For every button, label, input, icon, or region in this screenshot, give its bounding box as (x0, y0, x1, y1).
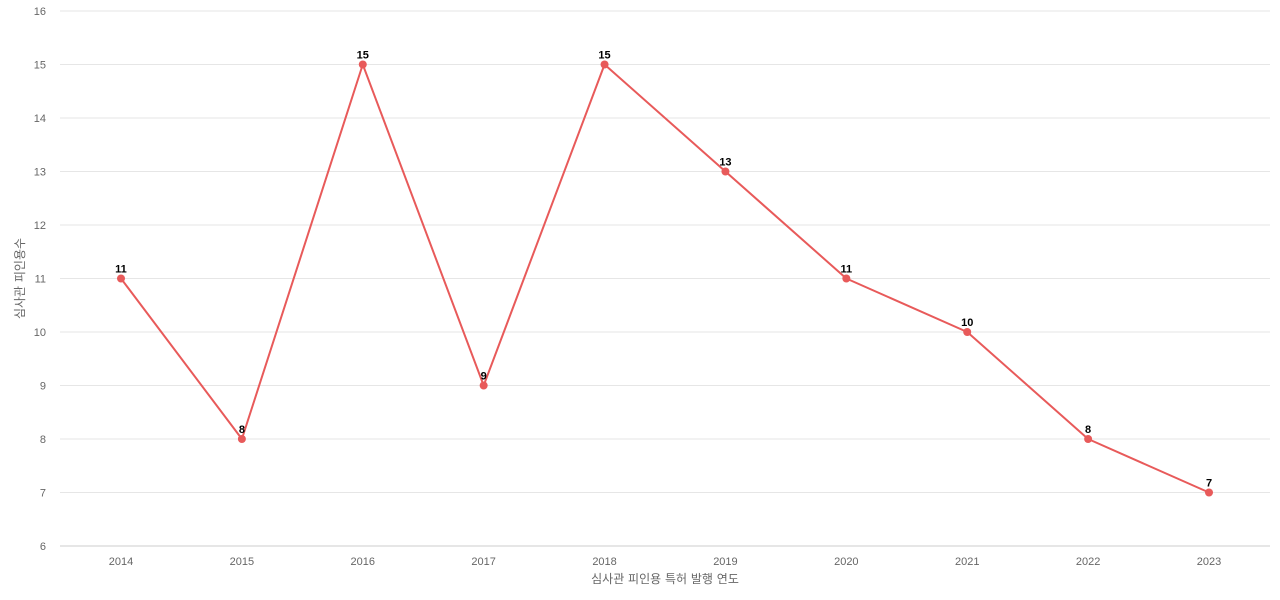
x-tick-label: 2021 (955, 556, 979, 568)
data-label-2017: 9 (481, 371, 487, 383)
y-tick-label: 8 (40, 434, 46, 446)
x-tick-label: 2022 (1076, 556, 1100, 568)
y-axis-ticks: 6 7 8 9 10 11 12 13 14 15 16 (34, 6, 46, 553)
x-tick-label: 2016 (351, 556, 375, 568)
y-tick-label: 11 (35, 274, 46, 286)
y-tick-label: 15 (34, 60, 46, 72)
y-tick-label: 12 (34, 220, 46, 232)
x-tick-label: 2017 (471, 556, 495, 568)
data-point-2016[interactable] (358, 60, 367, 69)
y-tick-label: 13 (34, 167, 46, 179)
data-label-2018: 15 (598, 50, 610, 62)
data-point-2020[interactable] (842, 274, 851, 283)
data-label-2014: 11 (115, 264, 127, 276)
x-axis-title: 심사관 피인용 특허 발행 연도 (591, 571, 739, 586)
data-labels: 11 8 15 9 15 13 11 10 8 7 (115, 50, 1212, 490)
data-point-2019[interactable] (721, 167, 730, 176)
x-tick-label: 2019 (713, 556, 737, 568)
x-tick-label: 2015 (230, 556, 254, 568)
y-tick-label: 10 (34, 327, 46, 339)
series-group (117, 60, 1213, 497)
data-point-2017[interactable] (479, 381, 488, 390)
data-label-2021: 10 (961, 317, 973, 329)
data-label-2015: 8 (239, 424, 245, 436)
x-tick-label: 2018 (592, 556, 616, 568)
y-tick-label: 7 (40, 488, 46, 500)
y-axis-title: 심사관 피인용수 (13, 238, 27, 319)
gridlines (60, 10, 1270, 493)
x-tick-label: 2014 (109, 556, 133, 568)
data-label-2016: 15 (357, 50, 369, 62)
y-tick-label: 16 (34, 6, 46, 18)
data-label-2019: 13 (719, 157, 731, 169)
data-label-2023: 7 (1206, 478, 1212, 490)
series-line (120, 63, 1210, 494)
x-axis-ticks: 2014 2015 2016 2017 2018 2019 2020 2021 2022 2023 (109, 556, 1221, 568)
data-point-2018[interactable] (600, 60, 609, 69)
data-label-2020: 11 (841, 264, 853, 276)
data-point-2022[interactable] (1084, 435, 1093, 443)
x-tick-label: 2023 (1197, 556, 1221, 568)
y-tick-label: 9 (40, 381, 46, 393)
data-point-2015[interactable] (237, 435, 246, 443)
data-label-2022: 8 (1085, 424, 1091, 436)
y-tick-label: 6 (40, 541, 46, 553)
data-point-2023[interactable] (1205, 488, 1213, 497)
x-tick-label: 2020 (834, 556, 858, 568)
y-tick-label: 14 (34, 113, 46, 125)
data-point-2021[interactable] (963, 328, 972, 336)
data-point-2014[interactable] (117, 274, 125, 283)
